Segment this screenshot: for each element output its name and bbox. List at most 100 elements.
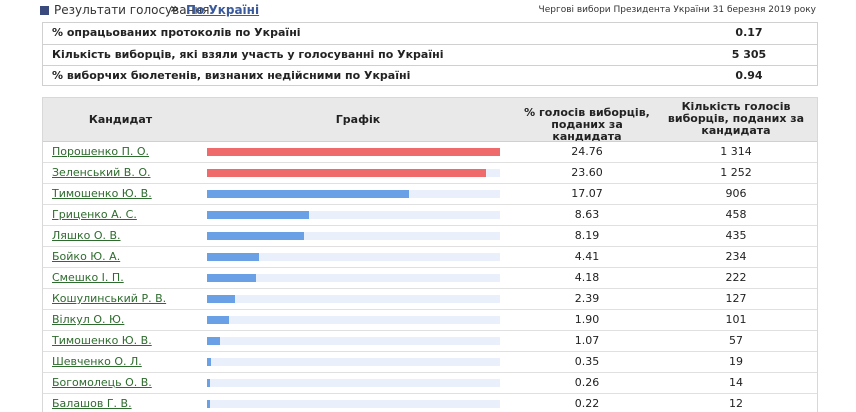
vote-bar-track <box>207 337 500 345</box>
vote-bar-track <box>207 295 500 303</box>
vote-bar <box>207 169 486 177</box>
vote-count: 57 <box>729 334 743 347</box>
breadcrumb-current[interactable]: По Україні <box>186 3 260 17</box>
breadcrumb-separator: » <box>170 1 180 17</box>
summary-table: % опрацьованих протоколів по Україні 0.1… <box>42 22 818 86</box>
table-row: Бойко Ю. А. 4.41 234 <box>43 246 817 267</box>
candidate-link[interactable]: Вілкул О. Ю. <box>52 313 125 326</box>
summary-label: Кількість виборців, які взяли участь у г… <box>52 48 444 61</box>
candidate-link[interactable]: Зеленський В. О. <box>52 166 151 179</box>
summary-value: 0.94 <box>735 69 763 82</box>
vote-bar-track <box>207 190 500 198</box>
table-row: Порошенко П. О. 24.76 1 314 <box>43 141 817 162</box>
vote-bar-track <box>207 400 500 408</box>
vote-count: 1 314 <box>720 145 752 158</box>
summary-label: % виборчих бюлетенів, визнаних недійсним… <box>52 69 411 82</box>
vote-bar-track <box>207 358 500 366</box>
candidate-link[interactable]: Тимошенко Ю. В. <box>52 334 152 347</box>
table-row: Ляшко О. В. 8.19 435 <box>43 225 817 246</box>
vote-count: 1 252 <box>720 166 752 179</box>
summary-row-processed: % опрацьованих протоколів по Україні 0.1… <box>43 23 817 44</box>
top-bar: Результати голосування » По Україні Черг… <box>40 1 820 19</box>
vote-bar-track <box>207 379 500 387</box>
vote-bar <box>207 337 220 345</box>
summary-label: % опрацьованих протоколів по Україні <box>52 26 301 39</box>
vote-bar-track <box>207 274 500 282</box>
breadcrumb-root[interactable]: Результати голосування <box>54 3 210 17</box>
vote-percent: 17.07 <box>571 187 603 200</box>
vote-bar <box>207 232 304 240</box>
vote-count: 127 <box>725 292 747 305</box>
candidate-link[interactable]: Смешко І. П. <box>52 271 124 284</box>
header-pct: % голосів виборців, поданих за кандидата <box>524 106 650 143</box>
vote-bar <box>207 295 235 303</box>
vote-bar-track <box>207 253 500 261</box>
candidate-link[interactable]: Гриценко А. С. <box>52 208 137 221</box>
vote-percent: 23.60 <box>571 166 603 179</box>
candidate-link[interactable]: Кошулинський Р. В. <box>52 292 167 305</box>
vote-bar-track <box>207 148 500 156</box>
header-chart: Графік <box>335 113 381 126</box>
candidate-link[interactable]: Балашов Г. В. <box>52 397 132 410</box>
vote-bar-track <box>207 316 500 324</box>
table-row: Богомолець О. В. 0.26 14 <box>43 372 817 393</box>
table-row: Тимошенко Ю. В. 17.07 906 <box>43 183 817 204</box>
candidate-link[interactable]: Тимошенко Ю. В. <box>52 187 152 200</box>
vote-percent: 1.90 <box>574 313 600 326</box>
table-row: Зеленський В. О. 23.60 1 252 <box>43 162 817 183</box>
vote-bar-track <box>207 169 500 177</box>
table-row: Шевченко О. Л. 0.35 19 <box>43 351 817 372</box>
vote-percent: 4.18 <box>574 271 600 284</box>
results-table: Кандидат Графік % голосів виборців, пода… <box>42 97 818 412</box>
header-count: Кількість голосів виборців, поданих за к… <box>667 100 805 137</box>
summary-row-turnout: Кількість виборців, які взяли участь у г… <box>43 44 817 65</box>
candidate-link[interactable]: Ляшко О. В. <box>52 229 121 242</box>
vote-count: 12 <box>729 397 743 410</box>
summary-row-invalid: % виборчих бюлетенів, визнаних недійсним… <box>43 65 817 86</box>
table-row: Балашов Г. В. 0.22 12 <box>43 393 817 412</box>
square-bullet-icon <box>40 6 49 15</box>
summary-value: 5 305 <box>731 48 767 61</box>
vote-count: 234 <box>725 250 747 263</box>
vote-count: 222 <box>725 271 747 284</box>
table-row: Гриценко А. С. 8.63 458 <box>43 204 817 225</box>
vote-bar <box>207 274 256 282</box>
vote-bar <box>207 190 409 198</box>
table-row: Смешко І. П. 4.18 222 <box>43 267 817 288</box>
vote-percent: 8.19 <box>574 229 600 242</box>
table-row: Тимошенко Ю. В. 1.07 57 <box>43 330 817 351</box>
vote-percent: 0.35 <box>574 355 600 368</box>
vote-count: 101 <box>725 313 747 326</box>
vote-percent: 8.63 <box>574 208 600 221</box>
candidate-link[interactable]: Шевченко О. Л. <box>52 355 142 368</box>
vote-count: 906 <box>725 187 747 200</box>
vote-percent: 24.76 <box>571 145 603 158</box>
vote-percent: 0.22 <box>574 397 600 410</box>
summary-value: 0.17 <box>735 26 763 39</box>
vote-percent: 4.41 <box>574 250 600 263</box>
candidate-link[interactable]: Бойко Ю. А. <box>52 250 121 263</box>
vote-bar <box>207 253 259 261</box>
vote-count: 458 <box>725 208 747 221</box>
candidate-link[interactable]: Порошенко П. О. <box>52 145 150 158</box>
vote-percent: 1.07 <box>574 334 600 347</box>
election-title: Чергові вибори Президента України 31 бер… <box>538 5 816 15</box>
vote-bar-track <box>207 232 500 240</box>
results-rows: Порошенко П. О. 24.76 1 314 Зеленський В. О… <box>43 141 817 412</box>
results-header: Кандидат Графік % голосів виборців, пода… <box>43 97 817 143</box>
vote-bar <box>207 400 210 408</box>
vote-bar <box>207 379 210 387</box>
vote-bar <box>207 316 229 324</box>
table-row: Вілкул О. Ю. 1.90 101 <box>43 309 817 330</box>
vote-bar <box>207 211 309 219</box>
vote-percent: 0.26 <box>574 376 600 389</box>
candidate-link[interactable]: Богомолець О. В. <box>52 376 152 389</box>
table-row: Кошулинський Р. В. 2.39 127 <box>43 288 817 309</box>
vote-count: 19 <box>729 355 743 368</box>
vote-count: 435 <box>725 229 747 242</box>
vote-bar-track <box>207 211 500 219</box>
vote-bar <box>207 148 500 156</box>
header-candidate: Кандидат <box>88 113 153 126</box>
vote-percent: 2.39 <box>574 292 600 305</box>
vote-bar <box>207 358 211 366</box>
